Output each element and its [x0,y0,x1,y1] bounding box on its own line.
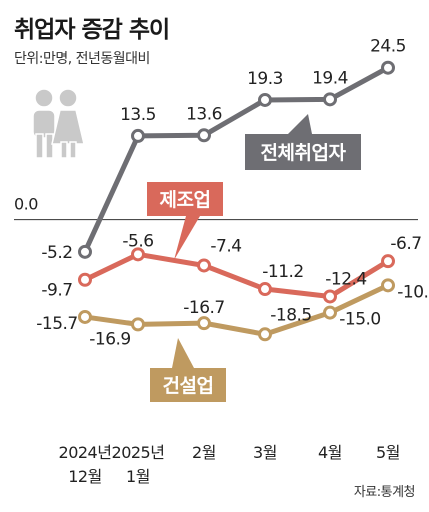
data-label-2-4: -15.0 [339,310,381,330]
x-tick-label-3-0: 3월 [253,443,277,462]
data-point-2-0 [78,309,92,324]
x-tick-label-0-0: 2024년 [59,443,112,462]
data-label-2-3: -18.5 [270,305,312,325]
data-label-0-5: 24.5 [370,37,406,57]
legend-pointer-0 [288,114,312,134]
legend-box-0 [245,134,361,170]
data-point-1-5 [381,254,395,269]
data-label-2-2: -16.7 [183,298,225,318]
data-point-2-5 [381,278,395,293]
data-label-1-4: -12.4 [325,269,367,289]
legend-pointer-2 [172,338,194,368]
chart-subtitle: 단위:만명, 전년동월대비 [14,51,150,67]
legend-label-1: 제조업 [160,189,211,211]
series-line-0 [82,65,391,255]
data-point-0-4 [323,92,337,107]
x-tick-label-5-0: 5월 [376,443,400,462]
chart-title: 취업자 증감 추이 [14,17,170,43]
data-point-0-2 [197,128,211,143]
x-tick-label-1-1: 1월 [126,467,150,486]
data-label-1-2: -7.4 [210,236,241,256]
data-point-0-1 [131,128,145,143]
data-point-2-2 [197,316,211,331]
data-label-1-0: -9.7 [41,281,72,301]
data-point-1-4 [323,289,337,304]
data-label-0-0: -5.2 [41,243,72,263]
legend-box-2 [150,368,226,402]
legend-pointer-1 [174,216,200,260]
data-label-1-5: -6.7 [390,234,421,254]
data-point-0-0 [78,244,92,259]
data-label-0-2: 13.6 [186,104,222,124]
data-point-1-1 [131,247,145,262]
series-line-2 [82,282,391,337]
x-tick-label-4-0: 4월 [318,443,342,462]
data-label-2-0: -15.7 [36,314,78,334]
data-label-1-1: -5.6 [122,231,153,251]
data-point-0-5 [381,60,395,75]
data-label-0-4: 19.4 [312,68,348,88]
data-label-0-3: 19.3 [247,69,283,89]
data-point-1-3 [258,282,272,297]
people-icon [32,88,85,159]
x-tick-label-1-0: 2025년 [112,443,165,462]
legend-box-1 [147,182,223,216]
data-point-1-0 [78,272,92,287]
data-label-2-1: -16.9 [89,329,131,349]
data-label-0-1: 13.5 [120,105,156,125]
data-point-0-3 [258,92,272,107]
data-point-1-2 [197,258,211,273]
data-label-2-5: -10.6 [397,282,429,302]
data-point-2-4 [323,305,337,320]
source-note: 자료:통계청 [353,485,416,500]
data-label-1-3: -11.2 [262,262,304,282]
zero-label: 0.0 [14,195,38,214]
series-line-1 [82,251,391,299]
legend-label-2: 건설업 [163,375,214,397]
x-tick-label-2-0: 2월 [192,443,216,462]
data-point-2-1 [131,317,145,332]
x-tick-label-0-1: 12월 [68,467,102,486]
legend-label-0: 전체취업자 [261,142,347,164]
data-point-2-3 [258,327,272,342]
